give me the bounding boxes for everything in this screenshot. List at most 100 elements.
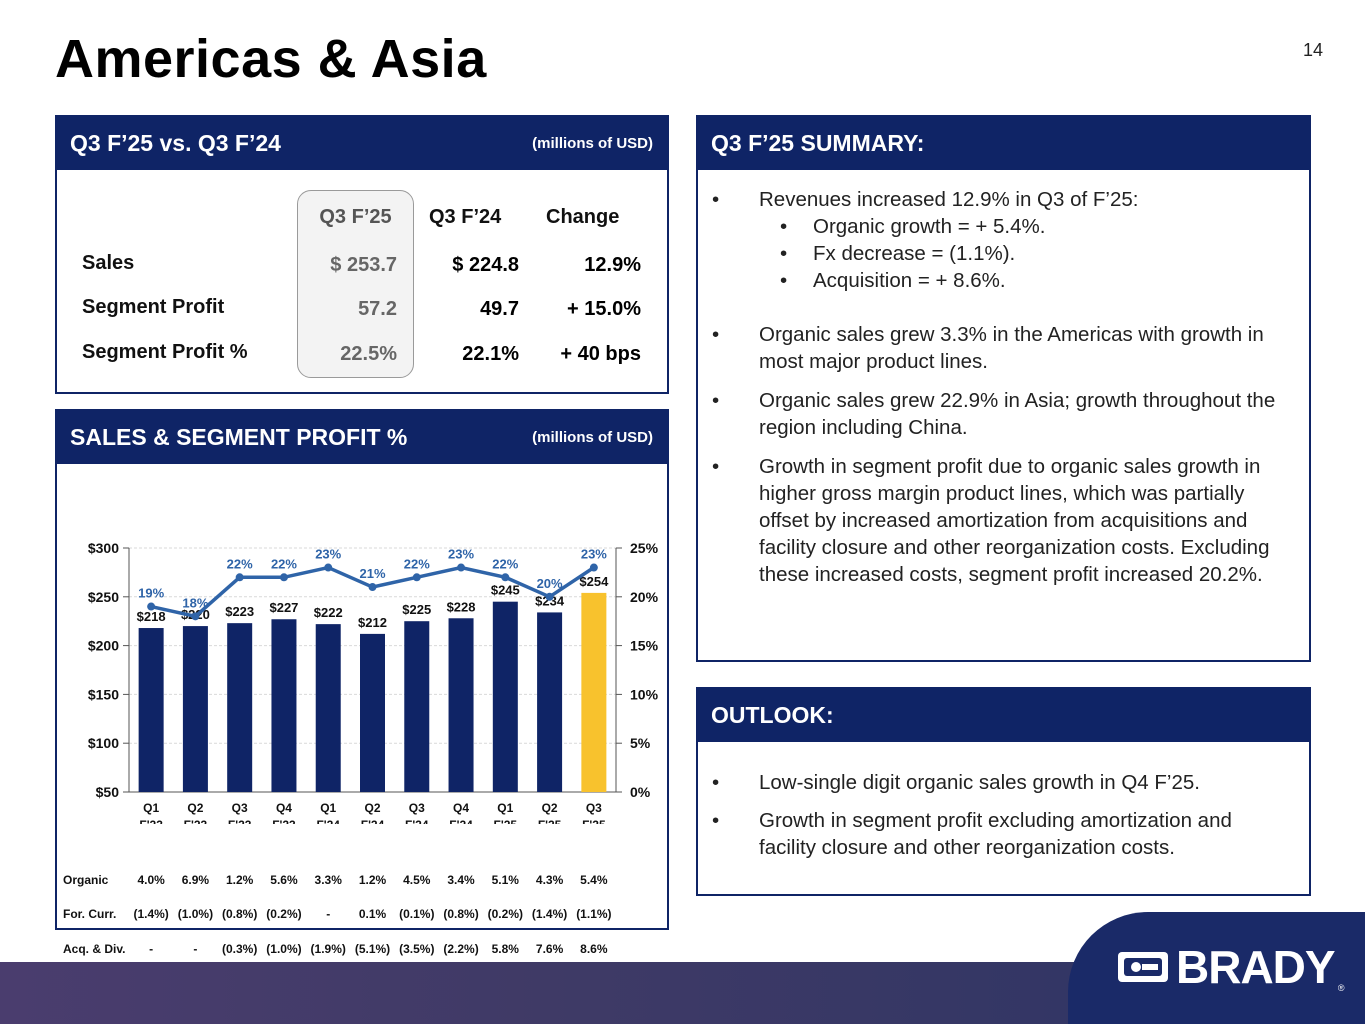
factor-value: 8.6% <box>580 942 608 956</box>
summary-sub-acquisition: Acquisition = + 8.6%. <box>813 269 1006 292</box>
category-label-year: F'25 <box>494 818 518 824</box>
outlook-title: OUTLOOK: <box>711 702 834 728</box>
category-label-quarter: Q1 <box>143 801 159 815</box>
sales-bar <box>138 628 164 792</box>
summary-bullet: • Revenues increased 12.9% in Q3 of F’25… <box>712 186 1309 213</box>
segment-profit-point <box>235 573 244 582</box>
sales-bar-label: $222 <box>314 605 343 620</box>
sales-bar <box>404 621 430 792</box>
current-quarter-highlight <box>297 190 414 378</box>
segment-profit-point <box>457 563 466 572</box>
bullet-marker: • <box>712 323 720 346</box>
factor-value: 4.5% <box>403 873 431 887</box>
factor-value: (3.5%) <box>399 942 435 956</box>
factor-value: 1.2% <box>225 873 254 887</box>
sales-chart-panel: SALES & SEGMENT PROFIT % (millions of US… <box>55 409 669 956</box>
sales-chart-units: (millions of USD) <box>532 429 653 446</box>
sales-bar <box>448 618 474 792</box>
category-label-year: F'25 <box>582 818 606 824</box>
left-axis-tick-label: $200 <box>88 638 119 654</box>
category-label-year: F'24 <box>405 818 429 824</box>
factor-value: 5.8% <box>491 942 519 956</box>
logo-tab <box>1068 912 1365 1024</box>
segment-profit-prior: 49.7 <box>480 298 519 320</box>
right-axis-tick-label: 5% <box>630 735 651 751</box>
factor-value: 6.9% <box>181 873 210 887</box>
segment-profit-point <box>279 573 288 582</box>
segment-profit-point <box>147 602 156 611</box>
right-axis-tick-label: 0% <box>630 784 651 800</box>
category-label-year: F'24 <box>449 818 473 824</box>
outlook-bullet-organic: Low-single digit organic sales growth in… <box>759 771 1200 794</box>
segment-profit-label: 23% <box>581 547 607 562</box>
category-label-quarter: Q2 <box>187 801 203 815</box>
factor-row-label: Organic <box>63 873 109 887</box>
segment-profit-label: 21% <box>359 566 385 581</box>
outlook-bullet-segment-profit: Growth in segment profit excluding amort… <box>759 809 1232 859</box>
category-label-quarter: Q1 <box>320 801 336 815</box>
comparison-units: (millions of USD) <box>532 135 653 152</box>
growth-factor-table: Organic 4.0% 6.9% 1.2% 5.6% 3.3% 1.2% 4.5% 3.4% 5… <box>57 464 667 956</box>
outlook-header: OUTLOOK: <box>698 689 1309 742</box>
factor-value: 5.6% <box>270 873 298 887</box>
segment-profit-current: 57.2 <box>358 298 397 320</box>
outlook-bullet: • Low-single digit organic sales growth … <box>712 769 1309 796</box>
sales-bar-label: $212 <box>358 615 387 630</box>
factor-row-label: Acq. & Div. <box>63 942 126 956</box>
category-label-quarter: Q2 <box>542 801 558 815</box>
factor-value: 1.2% <box>358 873 387 887</box>
sales-bar <box>492 601 518 792</box>
sales-bar <box>360 633 385 792</box>
bullet-marker: • <box>712 771 720 794</box>
sales-bar <box>537 612 563 792</box>
factor-value: - <box>326 907 331 921</box>
category-label-quarter: Q4 <box>276 801 292 815</box>
category-label-quarter: Q3 <box>409 801 425 815</box>
summary-bullet: • Organic sales grew 3.3% in the America… <box>712 321 1309 375</box>
registered-mark: ® <box>1337 983 1345 993</box>
segment-profit-label: 22% <box>492 556 518 571</box>
summary-bullet-revenue: Revenues increased 12.9% in Q3 of F’25: <box>759 188 1139 211</box>
category-label-year: F'23 <box>272 818 296 824</box>
segment-profit-label: 22% <box>271 556 297 571</box>
sales-bar-label: $227 <box>269 600 298 615</box>
factor-value: 0.1% <box>358 907 387 921</box>
page-number: 14 <box>1302 40 1323 60</box>
factor-value: (2.2%) <box>443 942 479 956</box>
summary-sub-bullet: • Fx decrease = (1.1%). <box>780 240 1309 267</box>
summary-sub-bullet: • Organic growth = + 5.4%. <box>780 213 1309 240</box>
factor-value: 5.4% <box>580 873 608 887</box>
factor-value: (1.4%) <box>531 907 568 921</box>
summary-bullet: • Organic sales grew 22.9% in Asia; grow… <box>712 387 1309 441</box>
comparison-header: Q3 F’25 vs. Q3 F’24 (millions of USD) <box>57 117 667 170</box>
sales-bar-label: $234 <box>535 593 565 608</box>
segment-profit-label: 19% <box>138 586 164 601</box>
segment-profit-pct-change: + 40 bps <box>560 343 641 365</box>
left-axis-tick-label: $250 <box>88 589 119 605</box>
segment-profit-label: 20% <box>537 576 563 591</box>
factor-value: (1.1%) <box>576 907 612 921</box>
factor-value: (1.9%) <box>310 942 346 956</box>
category-label-year: F'24 <box>361 818 385 824</box>
sales-bar <box>182 626 208 792</box>
factor-value: (0.3%) <box>222 942 258 956</box>
left-axis-tick-label: $100 <box>88 735 119 751</box>
sales-bar-label: $228 <box>447 599 476 614</box>
factor-value: (1.4%) <box>133 907 169 921</box>
sales-bar <box>271 619 297 792</box>
category-label-quarter: Q4 <box>453 801 469 815</box>
sales-profit-chart: $50 $100 $150 $200 $250 $300 0% 5% 10% 15% 20% 25% $… <box>88 540 659 824</box>
sales-bar-label: $223 <box>225 604 254 619</box>
sales-chart-header: SALES & SEGMENT PROFIT % (millions of US… <box>57 411 667 464</box>
segment-profit-label: 23% <box>448 547 474 562</box>
factor-value: (0.8%) <box>222 907 258 921</box>
left-axis-tick-label: $150 <box>88 686 119 702</box>
factor-value: (0.2%) <box>266 907 302 921</box>
factor-value: (1.0%) <box>266 942 302 956</box>
sales-chart-title: SALES & SEGMENT PROFIT % <box>70 424 408 450</box>
row-label-segment-profit: Segment Profit <box>82 296 225 318</box>
segment-profit-label: 23% <box>315 547 341 562</box>
sales-bar-label: $245 <box>491 583 520 598</box>
right-axis-tick-label: 20% <box>630 589 659 605</box>
sales-bar-label: $218 <box>137 609 166 624</box>
